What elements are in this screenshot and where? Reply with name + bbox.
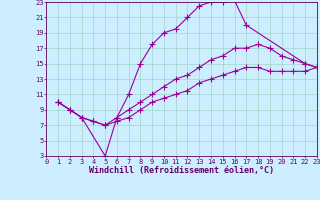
X-axis label: Windchill (Refroidissement éolien,°C): Windchill (Refroidissement éolien,°C): [89, 166, 274, 175]
